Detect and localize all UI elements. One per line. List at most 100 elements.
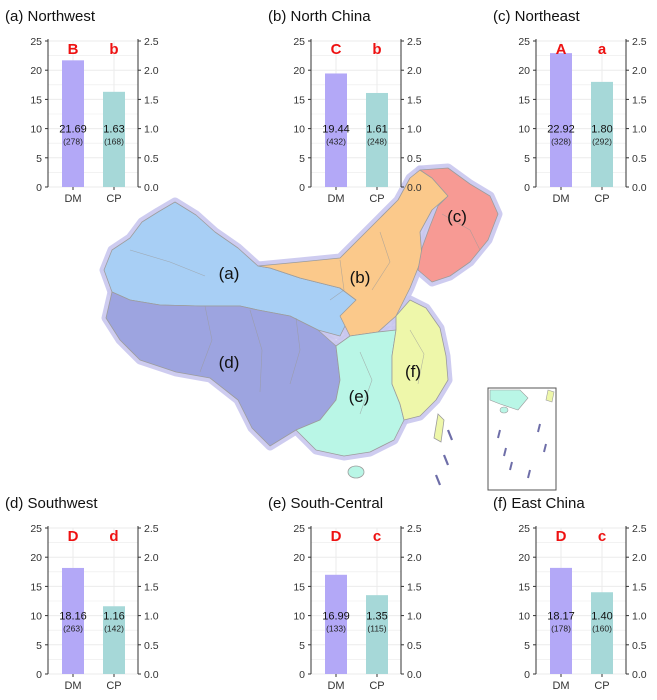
data-label-count: (160) [592,624,612,634]
tick-label-left: 25 [30,523,42,535]
data-label-count: (142) [104,624,124,634]
map-label-e: (e) [349,387,370,406]
map-label-c: (c) [447,207,467,226]
significance-letter: C [331,41,342,58]
x-tick-label: DM [327,680,344,692]
data-label-count: (115) [367,624,386,634]
data-label-value: 18.17 [547,611,575,623]
region-c [417,167,499,283]
significance-letter: c [373,528,381,545]
tick-label-right: 2.0 [632,552,647,564]
chart-title: (b) North China [268,8,371,25]
tick-label-left: 10 [518,611,530,623]
tick-label-left: 0 [36,669,42,681]
tick-label-left: 10 [518,124,530,136]
chart-title: (c) Northeast [493,8,581,25]
tick-label-right: 0.5 [144,153,159,165]
x-tick-label: DM [552,680,569,692]
data-label-value: 16.99 [322,611,350,623]
bar-charts: (a) Northwest 0 5 10 15 20 25 0.0 0.5 1.0 1.5 2.0 2.… [5,8,647,692]
tick-label-left: 10 [30,124,42,136]
tick-label-left: 25 [518,36,530,48]
tick-label-left: 5 [524,153,530,165]
tick-label-left: 20 [30,65,42,77]
chart-northwest: (a) Northwest 0 5 10 15 20 25 0.0 0.5 1.0 1.5 2.0 2.… [5,8,159,205]
significance-letter: A [556,41,567,58]
tick-label-left: 20 [518,552,530,564]
tick-label-right: 1.5 [144,94,159,106]
tick-label-right: 0.5 [632,153,647,165]
bar-dm [550,567,572,674]
tick-label-right: 2.0 [144,65,159,77]
tick-label-right: 2.5 [144,36,159,48]
tick-label-left: 10 [293,611,305,623]
chart-title: (a) Northwest [5,8,96,25]
tick-label-left: 5 [524,640,530,652]
x-tick-label: DM [64,680,81,692]
significance-letter: D [68,528,79,545]
region-e [295,329,405,457]
tick-label-right: 0.0 [632,669,647,681]
chart-south-central: (e) South-Central 0 5 10 15 20 25 0.0 0.5 1.0 1.5 2… [268,495,422,692]
data-label-value: 1.16 [103,611,124,623]
data-label-value: 22.92 [547,124,575,136]
tick-label-right: 2.5 [632,36,647,48]
tick-label-left: 5 [299,153,305,165]
significance-letter: b [109,41,118,58]
tick-label-left: 5 [36,640,42,652]
significance-letter: D [331,528,342,545]
tick-label-left: 0 [36,182,42,194]
data-label-value: 1.35 [366,611,387,623]
tick-label-right: 1.5 [632,581,647,593]
tick-label-right: 1.0 [144,124,159,136]
x-tick-label: CP [106,193,121,205]
tick-label-right: 1.0 [407,611,422,623]
bar-cp [591,81,613,187]
tick-label-left: 25 [293,36,305,48]
tick-label-left: 10 [30,611,42,623]
x-tick-label: DM [552,193,569,205]
tick-label-left: 15 [30,94,42,106]
significance-letter: d [109,528,118,545]
x-tick-label: CP [369,680,384,692]
map-label-a: (a) [219,264,240,283]
tick-label-right: 1.5 [407,581,422,593]
tick-label-right: 0.5 [407,153,422,165]
data-label-count: (168) [104,137,124,147]
tick-label-left: 20 [293,552,305,564]
significance-letter: c [598,528,606,545]
taiwan-island [433,413,445,443]
region-f [391,299,449,421]
tick-label-right: 2.0 [407,552,422,564]
x-tick-label: CP [106,680,121,692]
tick-label-right: 1.5 [144,581,159,593]
tick-label-left: 25 [518,523,530,535]
tick-label-left: 0 [524,669,530,681]
chart-title: (d) Southwest [5,495,98,512]
bar-dm [62,60,84,187]
x-tick-label: CP [594,193,609,205]
tick-label-left: 15 [518,94,530,106]
tick-label-right: 0.5 [407,640,422,652]
tick-label-right: 1.0 [144,611,159,623]
data-label-value: 1.40 [591,611,612,623]
tick-label-left: 10 [293,124,305,136]
tick-label-left: 0 [299,182,305,194]
data-label-value: 21.69 [59,124,87,136]
tick-label-left: 5 [36,153,42,165]
south-china-sea-inset [487,387,557,491]
bar-cp [366,92,388,187]
tick-label-left: 20 [518,65,530,77]
bar-dm [325,73,347,187]
chart-northeast: (c) Northeast 0 5 10 15 20 25 0.0 0.5 1.0 1.5 2.0 2.… [493,8,647,205]
bar-dm [325,574,347,674]
tick-label-right: 1.0 [407,124,422,136]
tick-label-right: 2.5 [407,523,422,535]
tick-label-left: 25 [293,523,305,535]
data-label-value: 1.61 [366,124,387,136]
x-tick-label: CP [369,193,384,205]
map-label-d: (d) [219,353,240,372]
region-b [257,169,449,337]
tick-label-right: 2.0 [144,552,159,564]
